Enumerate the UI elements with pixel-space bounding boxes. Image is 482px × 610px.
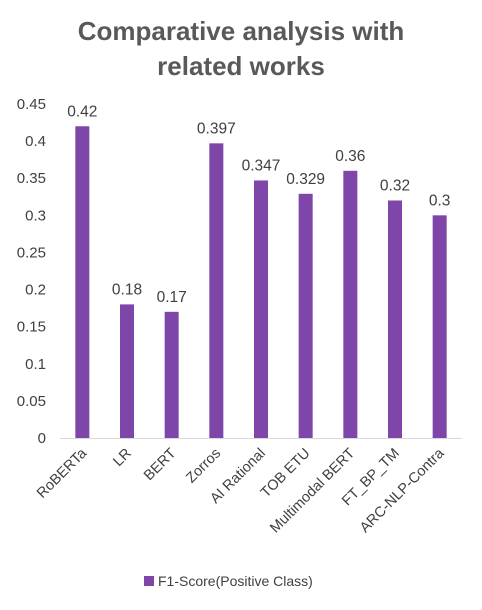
y-tick-label: 0.25 (17, 244, 46, 261)
bar-value-label: 0.17 (157, 289, 187, 306)
bar-ft-bp-tm (388, 200, 402, 438)
legend-label: F1-Score(Positive Class) (158, 573, 313, 589)
bar-lr (120, 304, 134, 438)
y-tick-label: 0.4 (25, 133, 46, 150)
bar-tob-etu (298, 193, 313, 438)
value-labels-group: 0.42 0.18 0.17 0.397 0.347 0.329 0.36 0.32 0.3 (67, 103, 450, 306)
y-tick-label: 0.1 (25, 356, 46, 373)
bar-value-label: 0.3 (429, 192, 451, 209)
bar-value-label: 0.42 (67, 103, 97, 120)
y-tick-label: 0.2 (25, 282, 46, 299)
bar-roberta (75, 126, 90, 439)
bar-arc-nlp-contra (432, 215, 447, 438)
y-tick-label: 0.35 (17, 170, 46, 187)
x-tick-label: Zorros (183, 446, 224, 487)
bar-value-label: 0.32 (380, 177, 410, 194)
bar-value-label: 0.18 (112, 281, 142, 298)
y-tick-label: 0.15 (17, 319, 46, 336)
x-tick-label: BERT (141, 445, 180, 484)
y-tick-label: 0.05 (17, 393, 46, 410)
bar-bert (164, 311, 179, 438)
y-tick-label: 0.3 (25, 207, 46, 224)
legend-swatch (144, 576, 154, 586)
legend: F1-Score(Positive Class) (144, 573, 313, 589)
bars-group (75, 126, 447, 439)
chart-title-line-2: related works (157, 51, 325, 81)
bar-value-label: 0.347 (242, 157, 281, 174)
x-tick-label: LR (110, 446, 134, 470)
bar-zorros (209, 143, 224, 439)
x-tick-label: ARC-NLP-Contra (357, 445, 448, 536)
bar-value-label: 0.329 (286, 171, 325, 188)
x-tick-label: RoBERTa (34, 445, 91, 502)
y-tick-label: 0 (38, 430, 46, 447)
y-tick-label: 0.45 (17, 96, 46, 113)
x-tick-label: Multimodal BERT (267, 445, 358, 536)
bar-value-label: 0.36 (335, 148, 365, 165)
chart-title-line-1: Comparative analysis with (78, 16, 405, 46)
bar-value-label: 0.397 (197, 120, 236, 137)
y-axis: 0 0.05 0.1 0.15 0.2 0.25 0.3 0.35 0.4 0.45 (17, 96, 46, 447)
bar-multimodal-bert (343, 170, 358, 439)
bar-ai-rational (254, 180, 268, 438)
